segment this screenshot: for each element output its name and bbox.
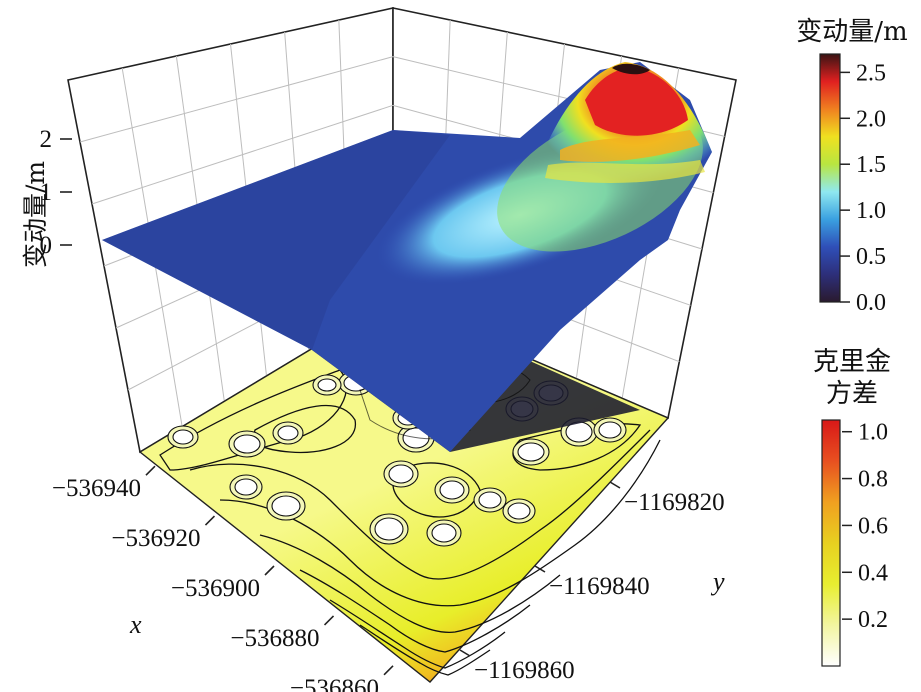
floor-contour-6 [329,599,506,669]
colorbar-change-title: 变动量/m [796,17,907,47]
x-axis-ticks: −536940 −536920 −536900 −536880 −536860 [52,465,394,692]
cb2-tick-label-4: 0.2 [858,607,888,633]
y-tick-label-2: −1169860 [474,657,575,684]
floor-spot-5 [439,480,465,500]
x-tick-label-1: −536920 [111,525,200,552]
floor-spot-1 [277,425,299,441]
y-tick-label-0: −1169820 [624,489,725,516]
y-axis-ticks: −1169820 −1169840 −1169860 [459,481,725,684]
floor-spot-0 [233,434,261,454]
cb2-tick-label-2: 0.6 [858,513,888,539]
surface-peak-core [585,67,688,136]
x-tick-label-2: −536900 [171,575,260,602]
floor-contour-lines [159,369,661,676]
cb1-tick-label-0: 2.5 [856,60,886,86]
floor-spot-17 [234,478,258,496]
floor-contour-4 [259,534,561,633]
colorbar-change: 变动量/m 2.5 2.0 1.5 1.0 0.5 0.0 [796,17,907,316]
floor-spot-16 [271,495,301,517]
floor-spot-8 [517,442,545,462]
x-tick-mark-0 [145,465,156,476]
cb1-tick-label-2: 1.5 [856,152,886,178]
x-tick-mark-3 [323,615,335,626]
floor-spot-11 [598,421,622,439]
cb1-tick-label-4: 0.5 [856,244,886,270]
cb1-tick-label-3: 1.0 [856,198,886,224]
x-tick-label-4: −536860 [290,675,379,692]
floor-contour-3 [219,439,661,607]
floor-contour-7 [359,624,491,676]
colorbar-kriging-title-line1: 克里金 [813,347,891,377]
floor-spot-6 [478,491,502,509]
y-tick-label-1: −1169840 [549,573,650,600]
z-tick-label-2: 2 [40,126,53,153]
x-tick-label-0: −536940 [52,475,141,502]
z-tick-label-0: 0 [40,232,53,259]
floor-spot-14 [507,502,531,520]
x-tick-label-3: −536880 [230,625,319,652]
floor-spot-4 [388,464,414,484]
y-tick-mark-0 [609,481,621,489]
cb2-tick-label-0: 1.0 [858,420,888,446]
x-axis-title: x [129,610,142,639]
z-axis-title: 变动量/m [21,161,50,268]
cb2-tick-label-3: 0.4 [858,560,888,586]
colorbar-kriging: 克里金 方差 1.0 0.8 0.6 0.4 0.2 [813,347,891,667]
x-tick-mark-1 [204,515,216,526]
floor-contour-9 [392,462,481,518]
change-surface [102,62,712,452]
surface-shading [102,130,450,350]
z-tick-label-1: 1 [40,179,53,206]
x-tick-mark-4 [383,665,394,676]
floor-spot-15 [172,429,194,445]
cb2-tick-label-1: 0.8 [858,467,888,493]
cb1-tick-label-5: 0.0 [856,290,886,316]
floor-contour-0 [159,369,347,471]
surface-yellow-rim [545,160,705,183]
y-axis-title: y [710,567,725,596]
surface-orange-rim [560,130,700,162]
floor-spot-13 [431,523,457,543]
floor-contour-2 [189,429,651,580]
floor-contour-5 [299,569,531,653]
y-tick-mark-2 [459,649,471,657]
floor-spot-3 [317,378,337,392]
colorbar-kriging-title-line2: 方差 [826,379,878,409]
z-axis-ticks: 0 1 2 [40,126,72,259]
x-tick-mark-2 [264,565,275,576]
cb1-tick-label-1: 2.0 [856,106,886,132]
surface-peak-tip [612,63,650,75]
colorbar-change-bar [819,53,841,303]
y-tick-mark-1 [534,565,546,573]
colorbar-kriging-bar [821,419,841,667]
floor-contour-1 [253,404,356,454]
floor-spot-12 [374,517,404,541]
